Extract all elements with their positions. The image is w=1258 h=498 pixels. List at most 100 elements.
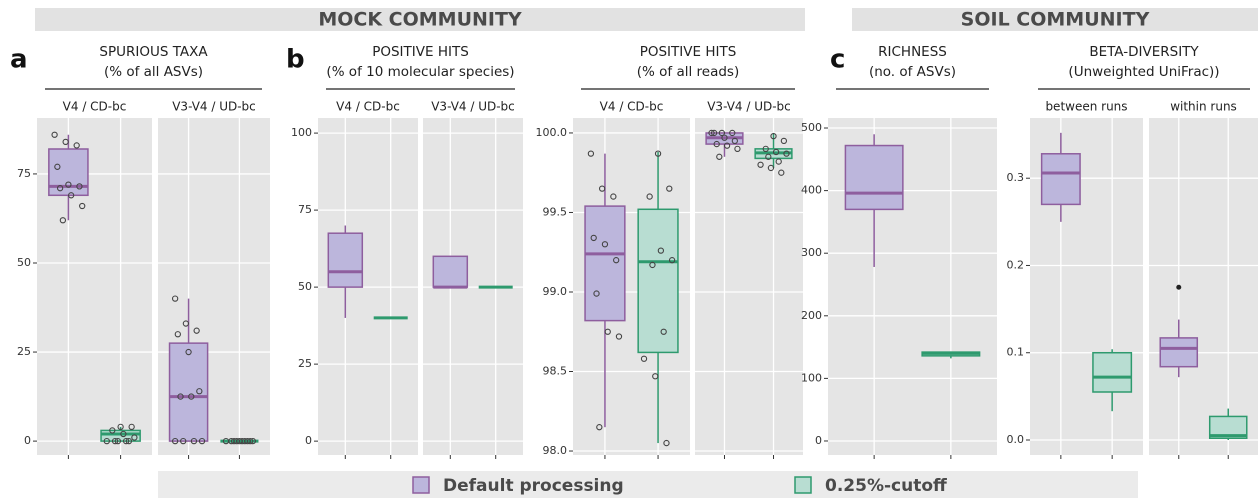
box bbox=[844, 144, 904, 211]
point bbox=[185, 348, 192, 356]
point bbox=[171, 295, 179, 302]
point bbox=[51, 131, 58, 138]
y-tick-label: 75 bbox=[17, 167, 31, 180]
point bbox=[654, 150, 662, 157]
point bbox=[79, 202, 86, 210]
box bbox=[327, 232, 364, 288]
point bbox=[762, 145, 769, 153]
box bbox=[1040, 153, 1081, 206]
point bbox=[652, 373, 659, 380]
point bbox=[174, 331, 181, 338]
point bbox=[660, 328, 667, 335]
point bbox=[770, 132, 777, 140]
point bbox=[56, 185, 64, 192]
y-tick-label: 25 bbox=[17, 345, 31, 358]
legend-label: Default processing bbox=[443, 476, 624, 496]
point bbox=[778, 169, 785, 176]
point bbox=[125, 437, 133, 445]
point bbox=[241, 437, 248, 445]
box bbox=[584, 205, 626, 322]
panel-letter: a bbox=[10, 45, 28, 75]
point bbox=[76, 183, 83, 190]
point bbox=[596, 424, 603, 431]
panel-subtitle: (% of 10 molecular species) bbox=[326, 64, 514, 80]
point bbox=[710, 129, 718, 137]
point bbox=[713, 140, 720, 148]
point bbox=[593, 290, 600, 297]
y-tick-label: 0 bbox=[815, 434, 822, 447]
point bbox=[601, 241, 609, 248]
point bbox=[117, 423, 124, 431]
facet-label: V3-V4 / UD-bc bbox=[431, 100, 515, 114]
box bbox=[48, 148, 89, 197]
y-tick-label: 0.2 bbox=[1007, 258, 1025, 271]
point bbox=[590, 234, 597, 242]
y-tick-label: 400 bbox=[801, 184, 822, 197]
point bbox=[114, 437, 121, 445]
point bbox=[233, 437, 240, 445]
point bbox=[716, 153, 723, 160]
y-tick-label: 0.3 bbox=[1007, 171, 1025, 184]
point bbox=[646, 193, 653, 200]
panel-title: BETA-DIVERSITY bbox=[1089, 44, 1199, 60]
y-tick-label: 25 bbox=[298, 357, 312, 370]
facet-label: within runs bbox=[1170, 100, 1237, 114]
point bbox=[180, 437, 187, 445]
point bbox=[663, 439, 670, 447]
box bbox=[1159, 337, 1199, 368]
point bbox=[193, 327, 200, 334]
point bbox=[783, 150, 790, 157]
point bbox=[772, 148, 780, 156]
point bbox=[244, 437, 251, 445]
point bbox=[190, 437, 198, 445]
y-tick-label: 99.5 bbox=[543, 205, 568, 218]
facet-label: between runs bbox=[1045, 100, 1127, 114]
point bbox=[62, 138, 69, 146]
box bbox=[1092, 351, 1133, 393]
y-tick-label: 98.5 bbox=[543, 365, 568, 378]
panel-subtitle: (no. of ASVs) bbox=[869, 64, 956, 80]
point bbox=[111, 437, 119, 445]
panel-subtitle: (% of all reads) bbox=[637, 64, 739, 80]
y-tick-label: 100 bbox=[291, 126, 312, 139]
legend-swatch bbox=[412, 476, 430, 494]
point bbox=[188, 393, 195, 400]
y-tick-label: 100 bbox=[801, 371, 822, 384]
point bbox=[230, 437, 238, 445]
y-tick-label: 0.0 bbox=[1007, 433, 1025, 446]
point bbox=[604, 328, 611, 335]
point bbox=[708, 129, 715, 137]
point bbox=[128, 423, 135, 431]
point bbox=[657, 247, 665, 254]
point bbox=[757, 161, 764, 168]
box bbox=[1208, 415, 1248, 439]
point bbox=[718, 129, 726, 137]
point bbox=[780, 137, 788, 145]
facet-label: V3-V4 / UD-bc bbox=[707, 100, 791, 114]
point bbox=[196, 388, 203, 395]
group-header: SOIL COMMUNITY bbox=[961, 9, 1150, 31]
panel-title: SPURIOUS TAXA bbox=[99, 44, 208, 60]
point bbox=[598, 185, 606, 192]
y-tick-label: 75 bbox=[298, 203, 312, 216]
point bbox=[721, 134, 728, 141]
point bbox=[640, 355, 648, 362]
facet-label: V4 / CD-bc bbox=[336, 100, 400, 114]
y-tick-label: 50 bbox=[17, 256, 31, 269]
facet-label: V4 / CD-bc bbox=[63, 100, 127, 114]
box bbox=[100, 429, 141, 442]
box bbox=[432, 255, 469, 288]
point bbox=[587, 150, 595, 157]
panel-letter: b bbox=[286, 45, 305, 75]
panel-title: POSITIVE HITS bbox=[640, 44, 737, 60]
point bbox=[131, 434, 138, 441]
point bbox=[222, 437, 230, 445]
point bbox=[765, 153, 772, 160]
point bbox=[54, 163, 61, 170]
point bbox=[120, 430, 127, 438]
y-tick-label: 200 bbox=[801, 309, 822, 322]
outlier bbox=[1176, 284, 1182, 290]
point bbox=[723, 142, 731, 149]
legend bbox=[158, 471, 1138, 498]
y-tick-label: 300 bbox=[801, 246, 822, 259]
